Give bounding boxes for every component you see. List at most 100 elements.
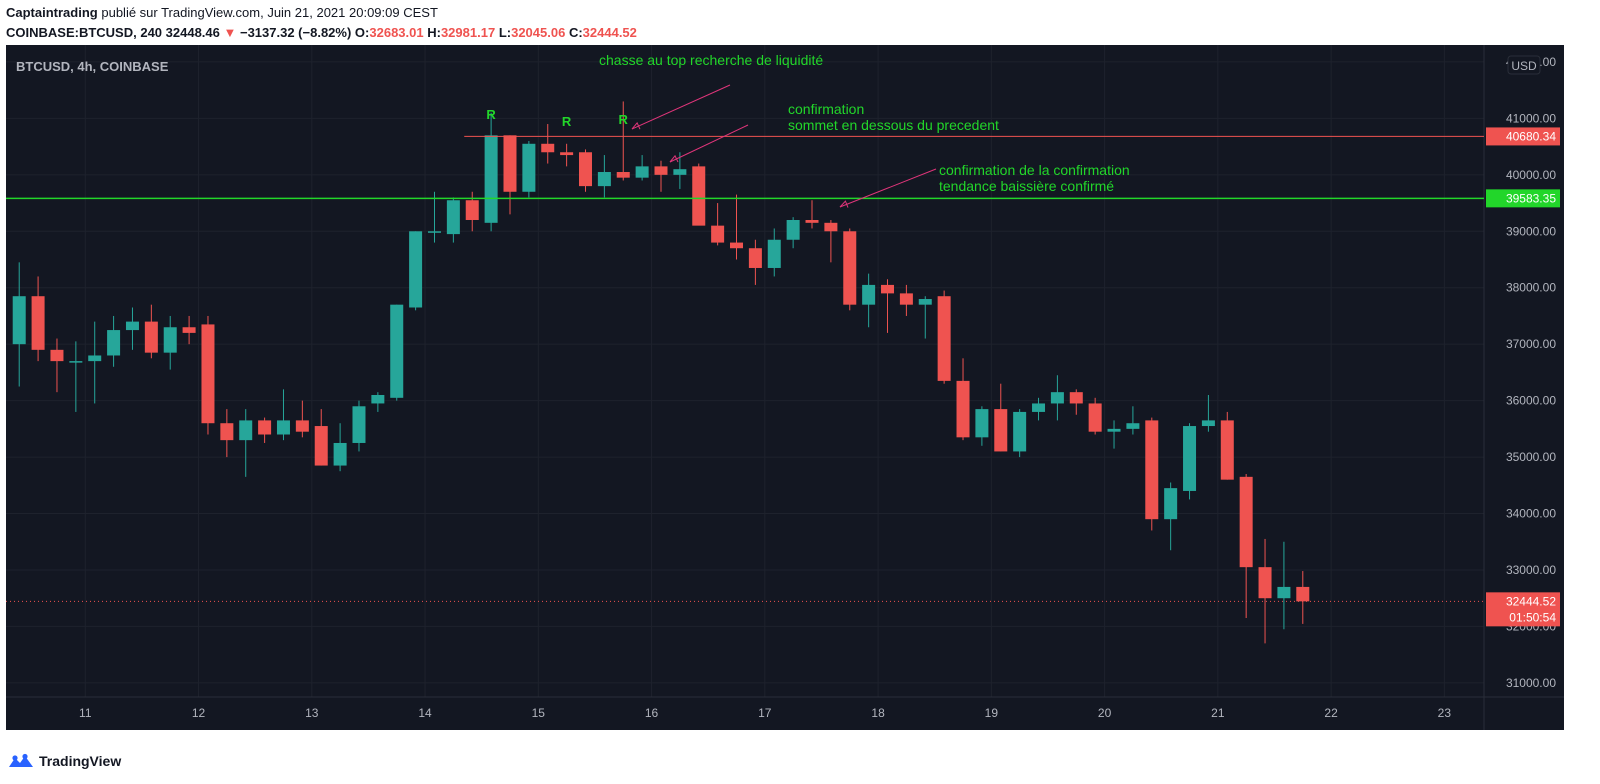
- resistance-marker: R: [562, 114, 572, 129]
- arrow-liquidity-hunt-head: [631, 121, 641, 130]
- x-tick-label: 16: [645, 706, 659, 720]
- candle-body: [163, 327, 177, 353]
- candle-body: [956, 380, 970, 438]
- candle-body: [1183, 426, 1197, 491]
- candle-body: [125, 321, 139, 331]
- candle-body: [597, 172, 611, 187]
- x-tick-label: 15: [532, 706, 546, 720]
- candle-body: [1126, 423, 1140, 429]
- resistance-tag: [1486, 127, 1560, 146]
- candle-body: [975, 409, 989, 438]
- candle-body: [711, 225, 725, 243]
- y-tick-label: 36000.00: [1506, 394, 1556, 408]
- annotation-bearish-trend: tendance baissière confirmé: [939, 178, 1114, 194]
- tradingview-logo-icon: [9, 753, 33, 767]
- candle-body: [692, 166, 706, 226]
- high-value: 32981.17: [440, 25, 496, 40]
- candle-body: [805, 219, 819, 223]
- candle-body: [12, 296, 26, 345]
- candle-body: [748, 248, 762, 268]
- x-tick-label: 20: [1098, 706, 1112, 720]
- candle-body: [201, 324, 215, 424]
- candle-body: [899, 293, 913, 305]
- annotations: chasse au top recherche de liquidité conf…: [486, 52, 1130, 208]
- candles: [12, 101, 1310, 644]
- price-levels: 40680.34 39583.35 32444.52 01:50:54: [6, 127, 1560, 627]
- candle-body: [767, 239, 781, 268]
- candle-body: [1069, 392, 1083, 404]
- candle-body: [1258, 567, 1272, 599]
- candle-body: [673, 169, 687, 175]
- y-tick-label: 31000.00: [1506, 676, 1556, 690]
- chart-background: [6, 45, 1564, 730]
- candle-body: [182, 327, 196, 333]
- y-tick-label: 33000.00: [1506, 563, 1556, 577]
- candle-body: [1239, 476, 1253, 568]
- candle-body: [843, 231, 857, 305]
- candle-body: [937, 296, 951, 381]
- last-price: 32448.46: [165, 25, 220, 40]
- x-tick-label: 12: [192, 706, 206, 720]
- candle-body: [730, 242, 744, 249]
- tradingview-logo[interactable]: TradingView: [8, 753, 121, 769]
- x-tick-label: 14: [418, 706, 432, 720]
- publish-info: Captaintrading publié sur TradingView.co…: [6, 5, 438, 20]
- x-tick-label: 19: [985, 706, 999, 720]
- support-tag: [1486, 189, 1560, 208]
- candle-body: [258, 420, 272, 435]
- arrow-confirmation-head: [669, 154, 679, 163]
- candle-body: [371, 394, 385, 404]
- currency-box[interactable]: [1507, 55, 1541, 75]
- candle-body: [560, 152, 574, 156]
- candlestick-chart[interactable]: 31000.0032000.0033000.0034000.0035000.00…: [6, 45, 1564, 730]
- candle-body: [522, 143, 536, 192]
- current-price-tag-label: 01:50:54: [1509, 610, 1556, 624]
- candle-body: [465, 200, 479, 220]
- candle-body: [635, 166, 649, 178]
- y-tick-label: 38000.00: [1506, 281, 1556, 295]
- candle-body: [484, 135, 498, 223]
- x-tick-label: 17: [758, 706, 772, 720]
- candle-body: [918, 299, 932, 305]
- candle-body: [1145, 420, 1159, 520]
- candle-body: [352, 406, 366, 443]
- open-label: O:: [354, 25, 370, 40]
- candle-body: [427, 231, 441, 233]
- arrow-bearish-trend: [839, 168, 937, 208]
- candle-body: [276, 420, 290, 435]
- candle-body: [578, 152, 592, 187]
- candle-body: [1277, 586, 1291, 599]
- x-tick-label: 11: [79, 706, 92, 720]
- annotation-liquidity-hunt: chasse au top recherche de liquidité: [599, 52, 823, 68]
- candle-body: [1296, 586, 1310, 602]
- candle-body: [541, 143, 555, 153]
- y-tick-label: 40000.00: [1506, 168, 1556, 182]
- candle-body: [654, 166, 668, 175]
- author-name[interactable]: Captaintrading: [6, 5, 98, 20]
- candle-body: [1088, 403, 1102, 432]
- x-tick-label: 13: [305, 706, 319, 720]
- tradingview-brand: TradingView: [39, 753, 122, 769]
- candle-body: [1164, 488, 1178, 520]
- time-axis[interactable]: 11 12 13 14 15 16 17 18 19 20 21 22 23: [79, 706, 1451, 720]
- candle-body: [1201, 420, 1215, 427]
- candle-body: [390, 304, 404, 398]
- down-arrow-icon: ▼: [219, 25, 240, 40]
- y-tick-label: 35000.00: [1506, 450, 1556, 464]
- resistance-marker: R: [486, 107, 496, 122]
- annotation-lower-high: sommet en dessous du precedent: [788, 117, 999, 133]
- price-axis[interactable]: 31000.0032000.0033000.0034000.0035000.00…: [1506, 55, 1556, 690]
- current-price-tag: [1486, 592, 1560, 627]
- support-tag-label: 39583.35: [1506, 191, 1556, 205]
- candle-body: [1032, 403, 1046, 412]
- candle-body: [144, 321, 158, 353]
- candle-body: [881, 284, 895, 294]
- candle-body: [107, 330, 121, 356]
- annotation-confirmation: confirmation: [788, 101, 864, 117]
- arrow-bearish-trend-head: [839, 200, 849, 208]
- chart-grid: [6, 45, 1484, 697]
- arrow-liquidity-hunt: [631, 84, 731, 130]
- candle-body: [409, 231, 423, 308]
- y-tick-label: 41000.00: [1506, 111, 1556, 125]
- y-tick-label: 39000.00: [1506, 224, 1556, 238]
